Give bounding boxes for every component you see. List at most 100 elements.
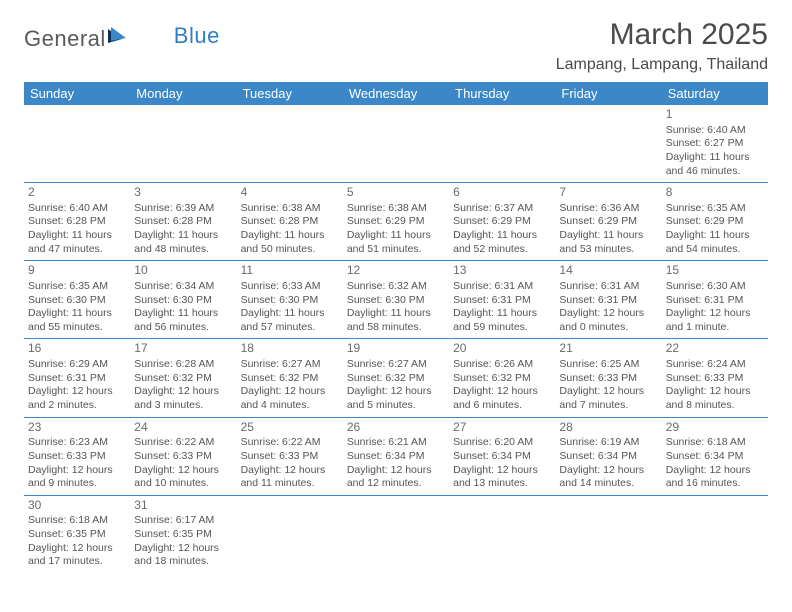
- sunrise-line: Sunrise: 6:40 AM: [666, 124, 764, 138]
- day-details: Sunrise: 6:36 AMSunset: 6:29 PMDaylight:…: [559, 202, 657, 257]
- sunrise-line: Sunrise: 6:33 AM: [241, 280, 339, 294]
- day-details: Sunrise: 6:24 AMSunset: 6:33 PMDaylight:…: [666, 358, 764, 413]
- daylight-line: Daylight: 11 hours and 53 minutes.: [559, 229, 657, 256]
- day-details: Sunrise: 6:38 AMSunset: 6:29 PMDaylight:…: [347, 202, 445, 257]
- day-details: Sunrise: 6:40 AMSunset: 6:27 PMDaylight:…: [666, 124, 764, 179]
- sunset-line: Sunset: 6:31 PM: [559, 294, 657, 308]
- daylight-line: Daylight: 11 hours and 56 minutes.: [134, 307, 232, 334]
- sunrise-line: Sunrise: 6:21 AM: [347, 436, 445, 450]
- calendar-day-cell: 16Sunrise: 6:29 AMSunset: 6:31 PMDayligh…: [24, 339, 130, 417]
- calendar-day-cell: 31Sunrise: 6:17 AMSunset: 6:35 PMDayligh…: [130, 495, 236, 573]
- calendar-day-cell: 13Sunrise: 6:31 AMSunset: 6:31 PMDayligh…: [449, 261, 555, 339]
- day-details: Sunrise: 6:29 AMSunset: 6:31 PMDaylight:…: [28, 358, 126, 413]
- sunset-line: Sunset: 6:29 PM: [453, 215, 551, 229]
- day-details: Sunrise: 6:22 AMSunset: 6:33 PMDaylight:…: [241, 436, 339, 491]
- sunset-line: Sunset: 6:34 PM: [666, 450, 764, 464]
- logo: General Blue: [24, 26, 220, 52]
- calendar-day-cell: 8Sunrise: 6:35 AMSunset: 6:29 PMDaylight…: [662, 183, 768, 261]
- daylight-line: Daylight: 12 hours and 18 minutes.: [134, 542, 232, 569]
- weekday-header: Wednesday: [343, 82, 449, 105]
- sunrise-line: Sunrise: 6:32 AM: [347, 280, 445, 294]
- month-title: March 2025: [556, 18, 768, 52]
- day-details: Sunrise: 6:18 AMSunset: 6:34 PMDaylight:…: [666, 436, 764, 491]
- calendar-day-cell: 28Sunrise: 6:19 AMSunset: 6:34 PMDayligh…: [555, 417, 661, 495]
- sunrise-line: Sunrise: 6:19 AM: [559, 436, 657, 450]
- daylight-line: Daylight: 12 hours and 12 minutes.: [347, 464, 445, 491]
- sunrise-line: Sunrise: 6:30 AM: [666, 280, 764, 294]
- weekday-header: Monday: [130, 82, 236, 105]
- day-details: Sunrise: 6:17 AMSunset: 6:35 PMDaylight:…: [134, 514, 232, 569]
- sunrise-line: Sunrise: 6:35 AM: [28, 280, 126, 294]
- calendar-day-cell: 4Sunrise: 6:38 AMSunset: 6:28 PMDaylight…: [237, 183, 343, 261]
- day-number: 27: [453, 420, 551, 436]
- daylight-line: Daylight: 12 hours and 7 minutes.: [559, 385, 657, 412]
- day-number: 17: [134, 341, 232, 357]
- day-number: 30: [28, 498, 126, 514]
- logo-text-grey: General: [24, 26, 106, 52]
- daylight-line: Daylight: 12 hours and 14 minutes.: [559, 464, 657, 491]
- day-details: Sunrise: 6:35 AMSunset: 6:29 PMDaylight:…: [666, 202, 764, 257]
- calendar-empty-cell: [449, 495, 555, 573]
- day-number: 11: [241, 263, 339, 279]
- sunrise-line: Sunrise: 6:37 AM: [453, 202, 551, 216]
- sunrise-line: Sunrise: 6:34 AM: [134, 280, 232, 294]
- calendar-week-row: 30Sunrise: 6:18 AMSunset: 6:35 PMDayligh…: [24, 495, 768, 573]
- sunrise-line: Sunrise: 6:22 AM: [241, 436, 339, 450]
- weekday-header: Friday: [555, 82, 661, 105]
- daylight-line: Daylight: 11 hours and 57 minutes.: [241, 307, 339, 334]
- calendar-empty-cell: [343, 495, 449, 573]
- day-number: 5: [347, 185, 445, 201]
- weekday-header: Tuesday: [237, 82, 343, 105]
- day-number: 20: [453, 341, 551, 357]
- sunrise-line: Sunrise: 6:38 AM: [347, 202, 445, 216]
- calendar-day-cell: 21Sunrise: 6:25 AMSunset: 6:33 PMDayligh…: [555, 339, 661, 417]
- daylight-line: Daylight: 11 hours and 58 minutes.: [347, 307, 445, 334]
- day-details: Sunrise: 6:38 AMSunset: 6:28 PMDaylight:…: [241, 202, 339, 257]
- day-number: 28: [559, 420, 657, 436]
- daylight-line: Daylight: 12 hours and 5 minutes.: [347, 385, 445, 412]
- daylight-line: Daylight: 11 hours and 52 minutes.: [453, 229, 551, 256]
- day-number: 9: [28, 263, 126, 279]
- calendar-day-cell: 10Sunrise: 6:34 AMSunset: 6:30 PMDayligh…: [130, 261, 236, 339]
- calendar-day-cell: 9Sunrise: 6:35 AMSunset: 6:30 PMDaylight…: [24, 261, 130, 339]
- calendar-day-cell: 19Sunrise: 6:27 AMSunset: 6:32 PMDayligh…: [343, 339, 449, 417]
- sunrise-line: Sunrise: 6:23 AM: [28, 436, 126, 450]
- sunset-line: Sunset: 6:32 PM: [453, 372, 551, 386]
- sunset-line: Sunset: 6:28 PM: [28, 215, 126, 229]
- sunrise-line: Sunrise: 6:38 AM: [241, 202, 339, 216]
- day-number: 7: [559, 185, 657, 201]
- day-number: 2: [28, 185, 126, 201]
- calendar-day-cell: 17Sunrise: 6:28 AMSunset: 6:32 PMDayligh…: [130, 339, 236, 417]
- day-details: Sunrise: 6:39 AMSunset: 6:28 PMDaylight:…: [134, 202, 232, 257]
- day-details: Sunrise: 6:32 AMSunset: 6:30 PMDaylight:…: [347, 280, 445, 335]
- sunrise-line: Sunrise: 6:26 AM: [453, 358, 551, 372]
- calendar-day-cell: 24Sunrise: 6:22 AMSunset: 6:33 PMDayligh…: [130, 417, 236, 495]
- calendar-day-cell: 20Sunrise: 6:26 AMSunset: 6:32 PMDayligh…: [449, 339, 555, 417]
- day-details: Sunrise: 6:33 AMSunset: 6:30 PMDaylight:…: [241, 280, 339, 335]
- calendar-day-cell: 25Sunrise: 6:22 AMSunset: 6:33 PMDayligh…: [237, 417, 343, 495]
- sunset-line: Sunset: 6:29 PM: [347, 215, 445, 229]
- calendar-empty-cell: [449, 105, 555, 183]
- daylight-line: Daylight: 12 hours and 17 minutes.: [28, 542, 126, 569]
- sunset-line: Sunset: 6:32 PM: [241, 372, 339, 386]
- calendar-body: 1Sunrise: 6:40 AMSunset: 6:27 PMDaylight…: [24, 105, 768, 573]
- sunrise-line: Sunrise: 6:28 AM: [134, 358, 232, 372]
- sunrise-line: Sunrise: 6:40 AM: [28, 202, 126, 216]
- daylight-line: Daylight: 12 hours and 8 minutes.: [666, 385, 764, 412]
- day-details: Sunrise: 6:21 AMSunset: 6:34 PMDaylight:…: [347, 436, 445, 491]
- daylight-line: Daylight: 11 hours and 46 minutes.: [666, 151, 764, 178]
- daylight-line: Daylight: 12 hours and 6 minutes.: [453, 385, 551, 412]
- daylight-line: Daylight: 11 hours and 50 minutes.: [241, 229, 339, 256]
- sunset-line: Sunset: 6:30 PM: [134, 294, 232, 308]
- calendar-day-cell: 6Sunrise: 6:37 AMSunset: 6:29 PMDaylight…: [449, 183, 555, 261]
- calendar-day-cell: 7Sunrise: 6:36 AMSunset: 6:29 PMDaylight…: [555, 183, 661, 261]
- daylight-line: Daylight: 12 hours and 9 minutes.: [28, 464, 126, 491]
- sunset-line: Sunset: 6:34 PM: [559, 450, 657, 464]
- sunrise-line: Sunrise: 6:24 AM: [666, 358, 764, 372]
- calendar-week-row: 1Sunrise: 6:40 AMSunset: 6:27 PMDaylight…: [24, 105, 768, 183]
- calendar-empty-cell: [343, 105, 449, 183]
- sunset-line: Sunset: 6:34 PM: [347, 450, 445, 464]
- day-number: 24: [134, 420, 232, 436]
- daylight-line: Daylight: 12 hours and 10 minutes.: [134, 464, 232, 491]
- calendar-day-cell: 1Sunrise: 6:40 AMSunset: 6:27 PMDaylight…: [662, 105, 768, 183]
